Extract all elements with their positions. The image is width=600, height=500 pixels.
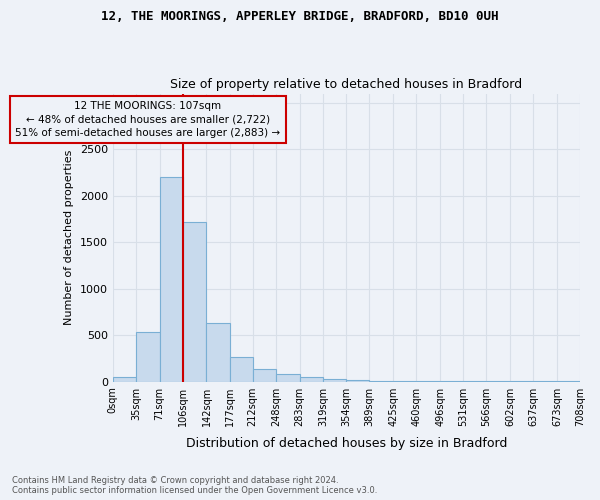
Bar [136, 332, 160, 382]
Bar [370, 380, 393, 382]
Text: Contains HM Land Registry data © Crown copyright and database right 2024.
Contai: Contains HM Land Registry data © Crown c… [12, 476, 377, 495]
Bar [323, 379, 346, 382]
Bar [277, 374, 299, 382]
Title: Size of property relative to detached houses in Bradford: Size of property relative to detached ho… [170, 78, 523, 91]
Y-axis label: Number of detached properties: Number of detached properties [64, 150, 74, 326]
Bar [160, 177, 183, 382]
Bar [346, 380, 370, 382]
Bar [253, 368, 277, 382]
Bar [230, 356, 253, 382]
Bar [299, 377, 323, 382]
X-axis label: Distribution of detached houses by size in Bradford: Distribution of detached houses by size … [185, 437, 507, 450]
Bar [183, 222, 206, 382]
Text: 12 THE MOORINGS: 107sqm
← 48% of detached houses are smaller (2,722)
51% of semi: 12 THE MOORINGS: 107sqm ← 48% of detache… [15, 102, 280, 138]
Bar [206, 323, 230, 382]
Bar [113, 377, 136, 382]
Text: 12, THE MOORINGS, APPERLEY BRIDGE, BRADFORD, BD10 0UH: 12, THE MOORINGS, APPERLEY BRIDGE, BRADF… [101, 10, 499, 23]
